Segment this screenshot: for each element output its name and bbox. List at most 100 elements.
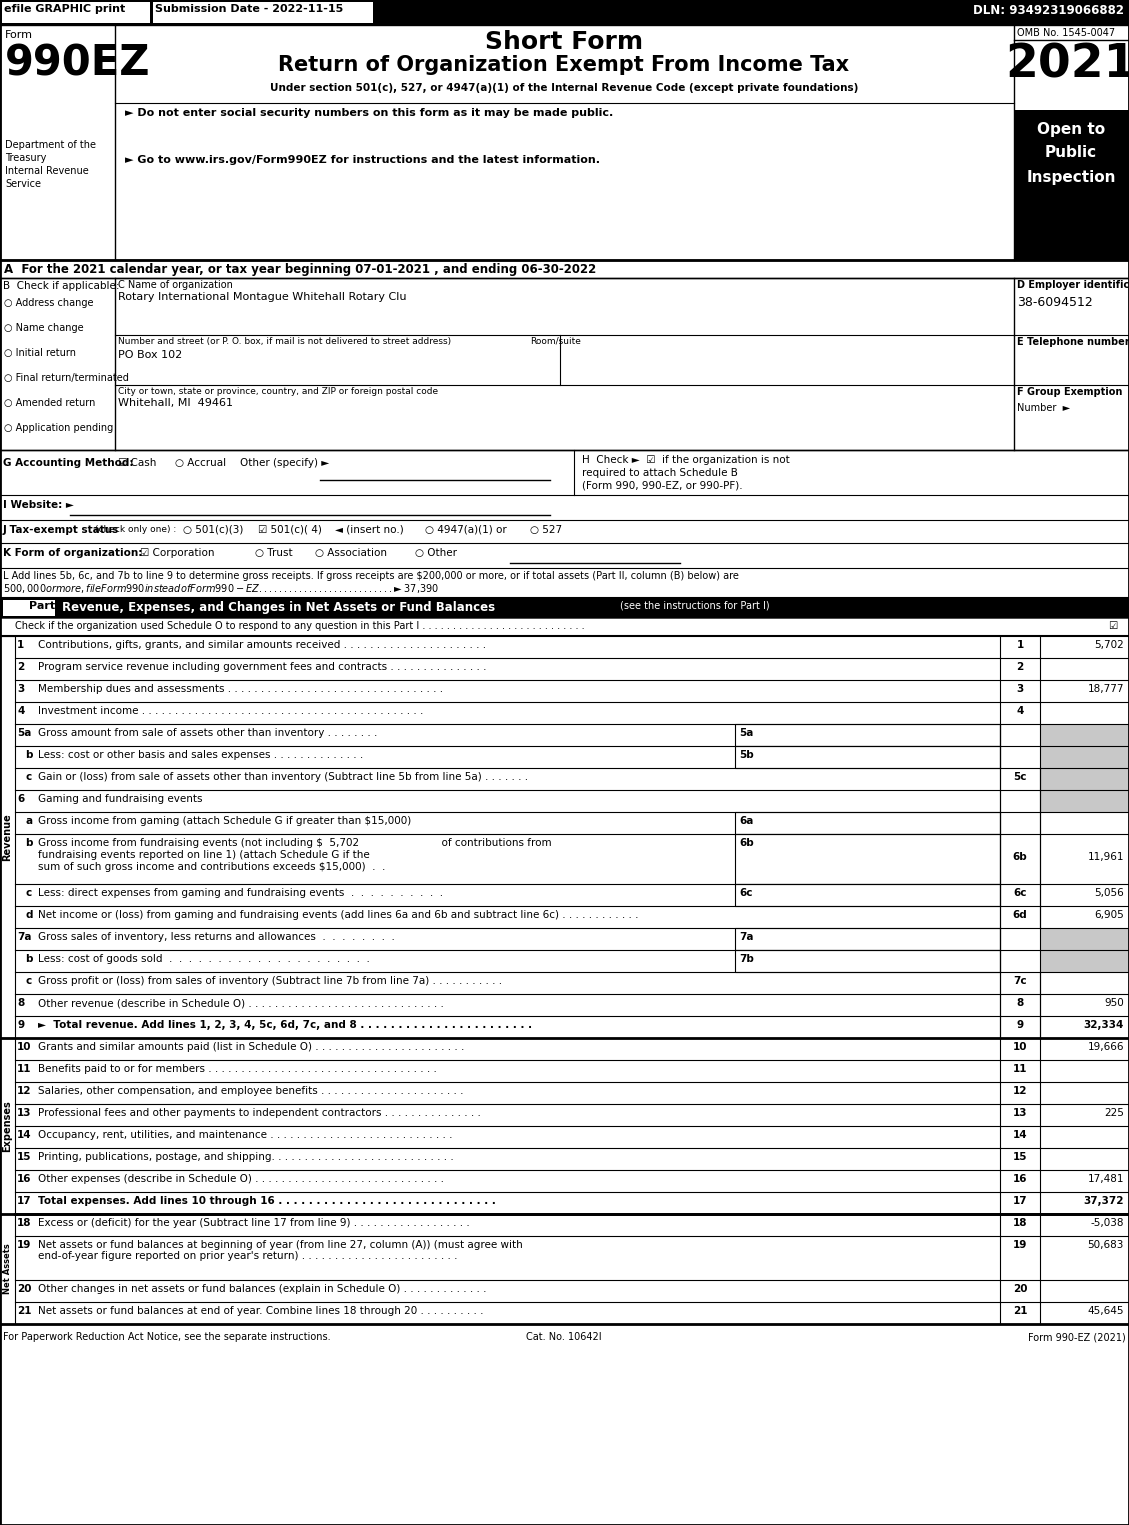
Text: ○ Trust: ○ Trust (255, 547, 292, 558)
Text: Under section 501(c), 527, or 4947(a)(1) of the Internal Revenue Code (except pr: Under section 501(c), 527, or 4947(a)(1)… (270, 82, 858, 93)
Text: b: b (25, 750, 33, 759)
Text: Number  ►: Number ► (1017, 403, 1070, 413)
Text: Return of Organization Exempt From Income Tax: Return of Organization Exempt From Incom… (279, 55, 849, 75)
Text: Less: cost of goods sold  .  .  .  .  .  .  .  .  .  .  .  .  .  .  .  .  .  .  : Less: cost of goods sold . . . . . . . .… (38, 955, 370, 964)
Text: 6: 6 (17, 795, 24, 804)
Text: Submission Date - 2022-11-15: Submission Date - 2022-11-15 (155, 5, 343, 14)
Text: efile GRAPHIC print: efile GRAPHIC print (5, 5, 125, 14)
Text: ○ Amended return: ○ Amended return (5, 398, 95, 409)
Text: b: b (25, 955, 33, 964)
Text: 4: 4 (17, 706, 25, 717)
Text: 14: 14 (17, 1130, 32, 1141)
Text: ○ Application pending: ○ Application pending (5, 422, 113, 433)
Text: 5b: 5b (739, 750, 754, 759)
Text: Total expenses. Add lines 10 through 16 . . . . . . . . . . . . . . . . . . . . : Total expenses. Add lines 10 through 16 … (38, 1196, 496, 1206)
Text: 16: 16 (17, 1174, 32, 1183)
Text: -5,038: -5,038 (1091, 1218, 1124, 1228)
Text: 14: 14 (1013, 1130, 1027, 1141)
Text: sum of such gross income and contributions exceeds $15,000)  .  .: sum of such gross income and contributio… (38, 862, 385, 872)
Text: d: d (25, 910, 33, 920)
Text: 45,645: 45,645 (1087, 1305, 1124, 1316)
Text: Department of the: Department of the (5, 140, 96, 149)
Text: Other revenue (describe in Schedule O) . . . . . . . . . . . . . . . . . . . . .: Other revenue (describe in Schedule O) .… (38, 997, 444, 1008)
Text: ☑ Cash: ☑ Cash (119, 458, 157, 468)
Text: 17: 17 (1013, 1196, 1027, 1206)
Text: 6c: 6c (739, 888, 753, 898)
Text: 6a: 6a (739, 816, 753, 827)
Text: Gross sales of inventory, less returns and allowances  .  .  .  .  .  .  .  .: Gross sales of inventory, less returns a… (38, 932, 395, 942)
Text: Printing, publications, postage, and shipping. . . . . . . . . . . . . . . . . .: Printing, publications, postage, and shi… (38, 1151, 454, 1162)
Bar (1040, 746, 1129, 769)
Text: Revenue: Revenue (2, 813, 12, 862)
Text: 19: 19 (1013, 1240, 1027, 1250)
Text: ☑ Corporation: ☑ Corporation (140, 547, 215, 558)
Text: 11,961: 11,961 (1087, 852, 1124, 862)
Text: Service: Service (5, 178, 41, 189)
Text: c: c (25, 772, 32, 782)
Text: ◄ (insert no.): ◄ (insert no.) (335, 525, 404, 535)
Text: Gaming and fundraising events: Gaming and fundraising events (38, 795, 202, 804)
Text: Program service revenue including government fees and contracts . . . . . . . . : Program service revenue including govern… (38, 662, 487, 673)
Bar (0, 0, 1129, 24)
Text: Excess or (deficit) for the year (Subtract line 17 from line 9) . . . . . . . . : Excess or (deficit) for the year (Subtra… (38, 1218, 470, 1228)
Bar (735, 950, 1000, 971)
Text: 21: 21 (1013, 1305, 1027, 1316)
Text: Cat. No. 10642I: Cat. No. 10642I (526, 1331, 602, 1342)
Text: Professional fees and other payments to independent contractors . . . . . . . . : Professional fees and other payments to … (38, 1109, 481, 1118)
Text: c: c (25, 888, 32, 898)
Text: ► Go to www.irs.gov/Form990EZ for instructions and the latest information.: ► Go to www.irs.gov/Form990EZ for instru… (125, 156, 599, 165)
Text: 7b: 7b (739, 955, 754, 964)
Text: ○ Address change: ○ Address change (5, 297, 94, 308)
Text: Expenses: Expenses (2, 1100, 12, 1151)
Text: 3: 3 (17, 685, 24, 694)
Text: Short Form: Short Form (485, 30, 644, 53)
Text: Grants and similar amounts paid (list in Schedule O) . . . . . . . . . . . . . .: Grants and similar amounts paid (list in… (38, 1042, 464, 1052)
Text: of contributions from: of contributions from (435, 839, 552, 848)
Text: 9: 9 (1016, 1020, 1024, 1029)
Text: c: c (25, 976, 32, 987)
Text: Occupancy, rent, utilities, and maintenance . . . . . . . . . . . . . . . . . . : Occupancy, rent, utilities, and maintena… (38, 1130, 453, 1141)
Text: ○ 501(c)(3): ○ 501(c)(3) (183, 525, 244, 535)
Text: ☑: ☑ (1108, 621, 1117, 631)
Text: ○ 527: ○ 527 (530, 525, 562, 535)
Bar (735, 834, 1000, 884)
Text: Gross profit or (loss) from sales of inventory (Subtract line 7b from line 7a) .: Gross profit or (loss) from sales of inv… (38, 976, 502, 987)
Text: required to attach Schedule B: required to attach Schedule B (583, 468, 738, 477)
Text: Membership dues and assessments . . . . . . . . . . . . . . . . . . . . . . . . : Membership dues and assessments . . . . … (38, 685, 443, 694)
Bar (735, 884, 1000, 906)
Text: 225: 225 (1104, 1109, 1124, 1118)
Text: J Tax-exempt status: J Tax-exempt status (3, 525, 120, 535)
Text: b: b (25, 839, 33, 848)
Bar (0, 598, 1129, 618)
Text: a: a (25, 816, 32, 827)
Text: G Accounting Method:: G Accounting Method: (3, 458, 133, 468)
Text: 1: 1 (17, 640, 24, 650)
Text: OMB No. 1545-0047: OMB No. 1545-0047 (1017, 27, 1115, 38)
Text: 10: 10 (1013, 1042, 1027, 1052)
Text: Number and street (or P. O. box, if mail is not delivered to street address): Number and street (or P. O. box, if mail… (119, 337, 452, 346)
Text: Less: direct expenses from gaming and fundraising events  .  .  .  .  .  .  .  .: Less: direct expenses from gaming and fu… (38, 888, 443, 898)
Text: 10: 10 (17, 1042, 32, 1052)
Bar (735, 724, 1000, 746)
Text: 11: 11 (1013, 1064, 1027, 1074)
Text: Benefits paid to or for members . . . . . . . . . . . . . . . . . . . . . . . . : Benefits paid to or for members . . . . … (38, 1064, 437, 1074)
Text: Room/suite: Room/suite (530, 337, 581, 346)
Text: PO Box 102: PO Box 102 (119, 351, 182, 360)
Text: 13: 13 (17, 1109, 32, 1118)
Text: 18: 18 (1013, 1218, 1027, 1228)
Text: A  For the 2021 calendar year, or tax year beginning 07-01-2021 , and ending 06-: A For the 2021 calendar year, or tax yea… (5, 262, 596, 276)
Text: Contributions, gifts, grants, and similar amounts received . . . . . . . . . . .: Contributions, gifts, grants, and simila… (38, 640, 487, 650)
Text: 990EZ: 990EZ (5, 43, 150, 85)
Text: 950: 950 (1104, 997, 1124, 1008)
Text: 17: 17 (17, 1196, 32, 1206)
Text: K Form of organization:: K Form of organization: (3, 547, 142, 558)
Text: ○ 4947(a)(1) or: ○ 4947(a)(1) or (425, 525, 507, 535)
Text: Gross income from gaming (attach Schedule G if greater than $15,000): Gross income from gaming (attach Schedul… (38, 816, 411, 827)
Bar (1040, 724, 1129, 746)
Bar (735, 929, 1000, 950)
Text: Investment income . . . . . . . . . . . . . . . . . . . . . . . . . . . . . . . : Investment income . . . . . . . . . . . … (38, 706, 423, 717)
Text: 6,905: 6,905 (1094, 910, 1124, 920)
Bar (1040, 769, 1129, 790)
Text: Gross amount from sale of assets other than inventory . . . . . . . .: Gross amount from sale of assets other t… (38, 727, 377, 738)
Text: Part I: Part I (29, 601, 63, 612)
